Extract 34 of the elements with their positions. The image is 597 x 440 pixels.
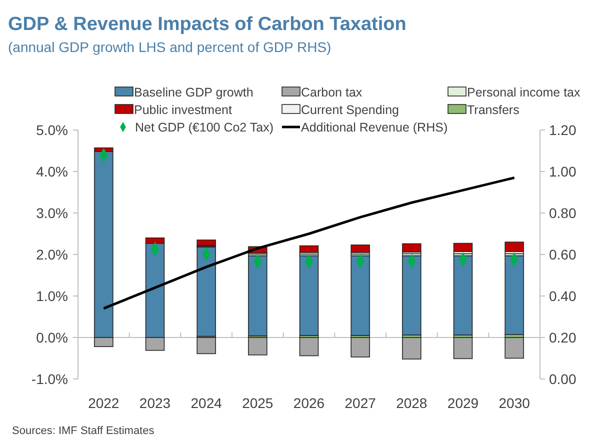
x-tick-label: 2023 (139, 395, 171, 411)
y-tick-label: 1.0% (36, 288, 68, 304)
legend-label: Current Spending (301, 103, 400, 117)
legend-label: Personal income tax (467, 86, 581, 100)
y-tick-label: 4.0% (36, 164, 68, 180)
x-tick-label: 2026 (293, 395, 325, 411)
legend-label: Transfers (467, 103, 520, 117)
chart-subtitle: (annual GDP growth LHS and percent of GDP RHS) (8, 39, 332, 55)
y2-tick-label: 0.80 (549, 205, 576, 221)
y-tick-label: 5.0% (36, 122, 68, 138)
x-tick-label: 2024 (190, 395, 222, 411)
y2-tick-label: 0.20 (549, 330, 576, 346)
y-tick-label: 0.0% (36, 330, 68, 346)
legend-label: Baseline GDP growth (134, 86, 254, 100)
x-tick-label: 2028 (396, 395, 428, 411)
legend-label: Carbon tax (301, 86, 363, 100)
legend-label: Additional Revenue (RHS) (301, 120, 448, 134)
source-note: Sources: IMF Staff Estimates (12, 425, 155, 437)
x-tick-label: 2022 (88, 395, 120, 411)
y-tick-label: 3.0% (36, 205, 68, 221)
x-tick-label: 2029 (447, 395, 479, 411)
legend-label: Net GDP (€100 Co2 Tax) (135, 120, 274, 134)
y2-tick-label: 0.60 (549, 246, 576, 262)
x-tick-label: 2030 (498, 395, 530, 411)
chart-title: GDP & Revenue Impacts of Carbon Taxation (8, 14, 406, 35)
y2-tick-label: 1.00 (549, 164, 576, 180)
y2-tick-label: 1.20 (549, 122, 576, 138)
x-tick-label: 2025 (242, 395, 274, 411)
legend-label: Public investment (134, 103, 232, 117)
y2-tick-label: 0.00 (549, 371, 576, 387)
y-tick-label: 2.0% (36, 246, 68, 262)
y-tick-label: -1.0% (31, 371, 68, 387)
y2-tick-label: 0.40 (549, 288, 576, 304)
x-tick-label: 2027 (344, 395, 376, 411)
